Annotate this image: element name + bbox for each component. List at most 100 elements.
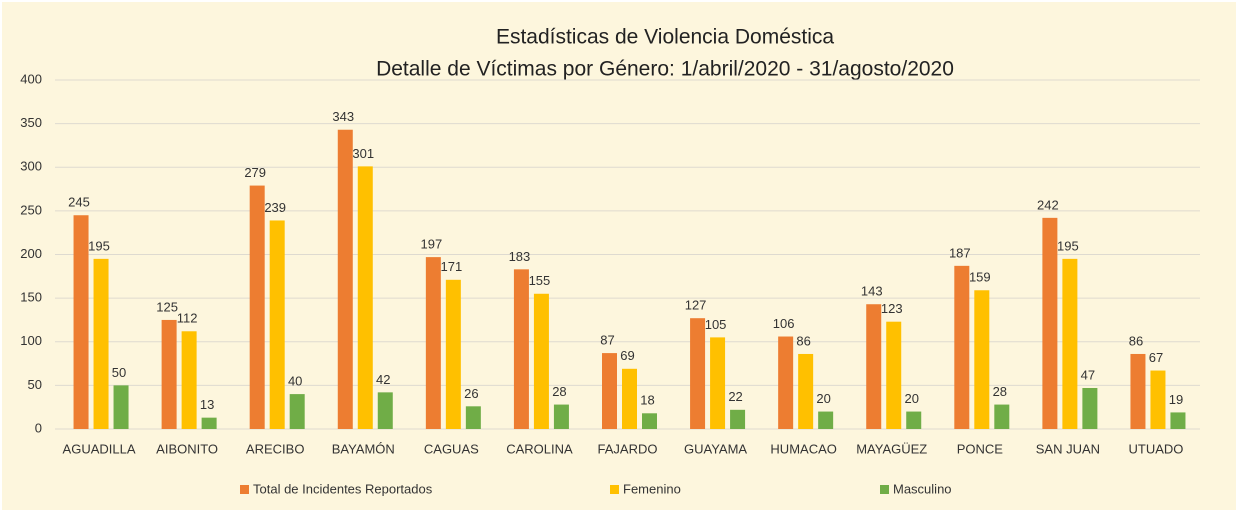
y-tick-label: 0 — [35, 420, 42, 435]
data-label: 112 — [177, 311, 198, 326]
bar — [533, 293, 549, 429]
bar — [710, 337, 726, 429]
legend-label: Femenino — [623, 481, 681, 496]
data-label: 245 — [68, 195, 90, 210]
bar — [445, 279, 461, 429]
x-tick-label: AGUADILLA — [63, 441, 136, 456]
data-label: 105 — [705, 317, 727, 332]
legend-label: Masculino — [893, 481, 952, 496]
bar — [1062, 258, 1078, 429]
bar — [730, 409, 746, 429]
data-label: 69 — [620, 348, 634, 363]
data-label: 171 — [440, 259, 462, 274]
data-label: 40 — [288, 374, 302, 389]
bar — [93, 258, 109, 429]
bar — [906, 411, 922, 429]
data-label: 279 — [244, 165, 266, 180]
y-tick-label: 350 — [20, 115, 42, 130]
legend-swatch — [240, 485, 249, 494]
data-label: 155 — [529, 273, 551, 288]
bar — [622, 368, 637, 429]
x-tick-label: GUAYAMA — [684, 441, 747, 456]
bar — [1042, 217, 1058, 429]
data-label: 19 — [1169, 392, 1183, 407]
data-label: 26 — [464, 386, 478, 401]
x-tick-label: BAYAMÓN — [332, 441, 395, 456]
data-label: 47 — [1081, 367, 1095, 382]
x-tick-label: UTUADO — [1129, 441, 1184, 456]
bar — [602, 353, 617, 429]
data-label: 87 — [600, 333, 614, 348]
bar — [269, 220, 285, 429]
data-label: 28 — [993, 384, 1007, 399]
bar — [377, 392, 393, 429]
data-label: 242 — [1037, 197, 1059, 212]
y-tick-label: 50 — [28, 377, 42, 392]
data-label: 67 — [1149, 350, 1163, 365]
y-tick-label: 400 — [20, 71, 42, 86]
data-label: 86 — [1129, 333, 1143, 348]
data-label: 28 — [552, 384, 566, 399]
data-label: 18 — [640, 393, 654, 408]
data-label: 20 — [816, 391, 830, 406]
y-tick-label: 200 — [20, 246, 42, 261]
data-label: 127 — [685, 298, 707, 313]
legend-swatch — [880, 485, 889, 494]
chart-subtitle: Detalle de Víctimas por Género: 1/abril/… — [376, 58, 954, 81]
chart-title: Estadísticas de Violencia Doméstica — [496, 26, 834, 49]
bar — [357, 166, 373, 429]
bar — [886, 321, 902, 429]
bar — [974, 290, 990, 429]
bar — [690, 318, 706, 429]
data-label: 239 — [264, 200, 286, 215]
data-label: 159 — [969, 270, 991, 285]
data-label: 183 — [509, 249, 531, 264]
data-label: 13 — [200, 397, 214, 412]
bar — [425, 257, 441, 429]
data-label: 343 — [332, 109, 354, 124]
x-tick-label: AIBONITO — [156, 441, 218, 456]
data-label: 86 — [796, 333, 810, 348]
x-tick-label: PONCE — [957, 441, 1004, 456]
data-label: 22 — [728, 389, 742, 404]
data-label: 42 — [376, 372, 390, 387]
y-tick-label: 100 — [20, 333, 42, 348]
data-label: 123 — [881, 301, 903, 316]
bar — [1082, 387, 1098, 429]
data-label: 50 — [112, 365, 126, 380]
bar — [513, 269, 529, 429]
data-label: 125 — [156, 299, 178, 314]
bar — [1170, 412, 1186, 429]
x-tick-label: ARECIBO — [246, 441, 305, 456]
bar — [337, 129, 353, 430]
data-label: 106 — [773, 316, 795, 331]
data-label: 143 — [861, 284, 883, 299]
bar — [161, 319, 177, 429]
x-tick-label: SAN JUAN — [1036, 441, 1100, 456]
y-tick-label: 300 — [20, 159, 42, 174]
legend-swatch — [610, 485, 619, 494]
x-tick-label: CAGUAS — [424, 441, 479, 456]
bar — [954, 265, 970, 429]
y-tick-label: 150 — [20, 290, 42, 305]
bar — [1130, 353, 1146, 429]
x-tick-label: CAROLINA — [506, 441, 573, 456]
bar — [249, 185, 265, 429]
data-label: 195 — [88, 238, 110, 253]
bar — [289, 394, 305, 429]
bar — [113, 385, 129, 429]
bar — [553, 404, 569, 429]
bar — [866, 304, 882, 429]
bar — [994, 404, 1010, 429]
legend-label: Total de Incidentes Reportados — [253, 481, 433, 496]
bar — [1150, 370, 1166, 429]
bar — [73, 215, 89, 429]
data-label: 187 — [949, 245, 971, 260]
x-tick-label: MAYAGÜEZ — [856, 441, 927, 456]
x-tick-label: FAJARDO — [598, 441, 658, 456]
bar — [201, 417, 217, 429]
x-tick-label: HUMACAO — [770, 441, 836, 456]
data-label: 195 — [1057, 238, 1079, 253]
bar — [465, 406, 481, 429]
